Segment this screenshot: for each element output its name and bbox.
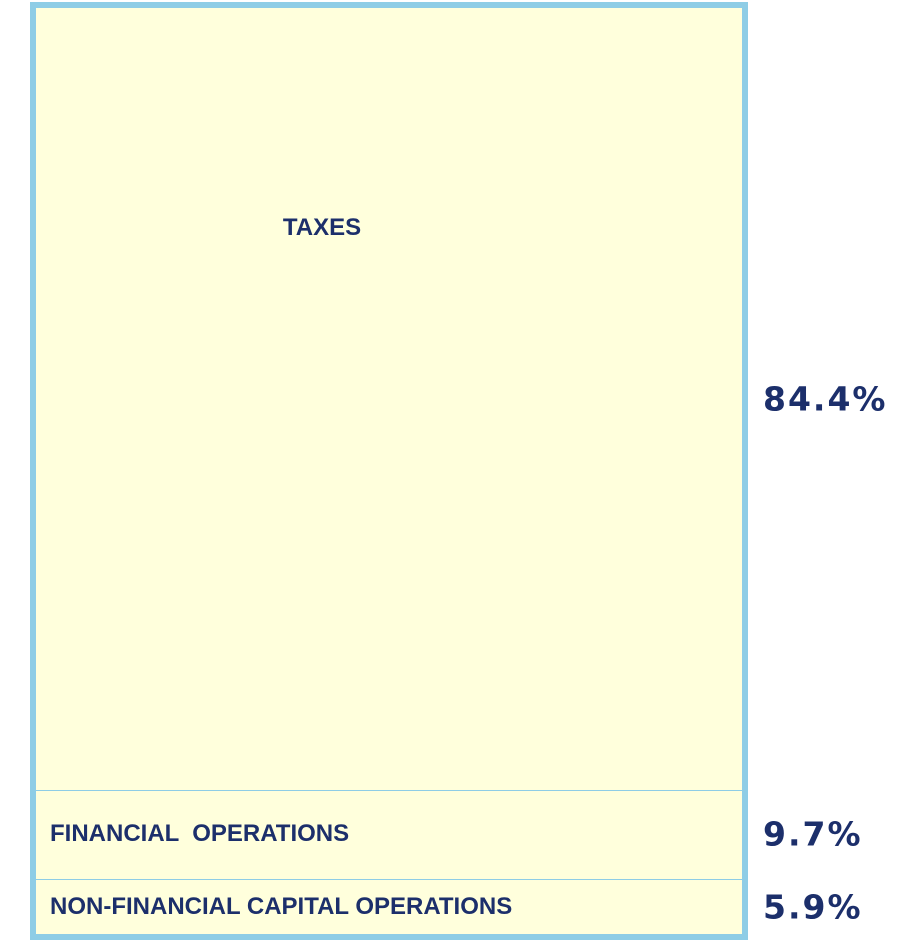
category-label: NON-FINANCIAL CAPITAL OPERATIONS <box>50 892 513 920</box>
category-label: FINANCIAL OPERATIONS <box>50 820 350 848</box>
bar-segment: NON-FINANCIAL CAPITAL OPERATIONS <box>36 879 742 934</box>
bar-segment: TAXES <box>36 8 742 790</box>
value-label: 84.4% <box>763 379 888 419</box>
segment-divider <box>36 879 742 881</box>
segment-divider <box>36 789 742 791</box>
stacked-column: NON-FINANCIAL CAPITAL OPERATIONS FINANCIA… <box>30 2 748 940</box>
category-label: TAXES <box>282 214 362 241</box>
value-label: 9.7% <box>763 814 863 854</box>
value-label: 5.9% <box>763 887 863 927</box>
bar-segment: FINANCIAL OPERATIONS <box>36 789 742 880</box>
